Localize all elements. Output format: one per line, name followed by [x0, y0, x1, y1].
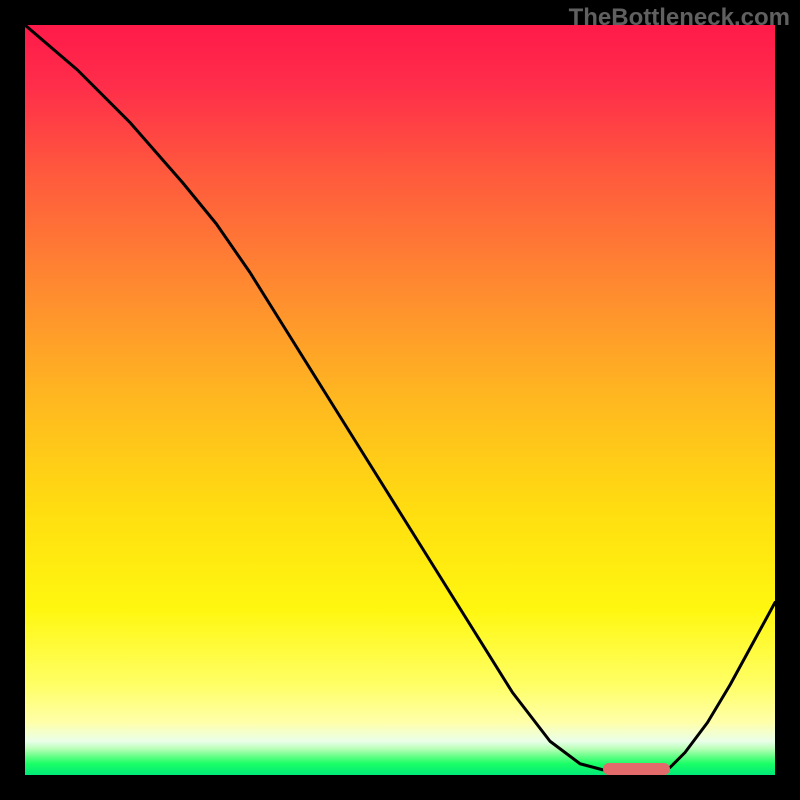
plot-area [25, 25, 775, 775]
bottleneck-curve [25, 25, 775, 775]
minimum-marker [603, 763, 671, 775]
watermark-text: TheBottleneck.com [569, 4, 790, 32]
canvas: TheBottleneck.com [0, 0, 800, 800]
